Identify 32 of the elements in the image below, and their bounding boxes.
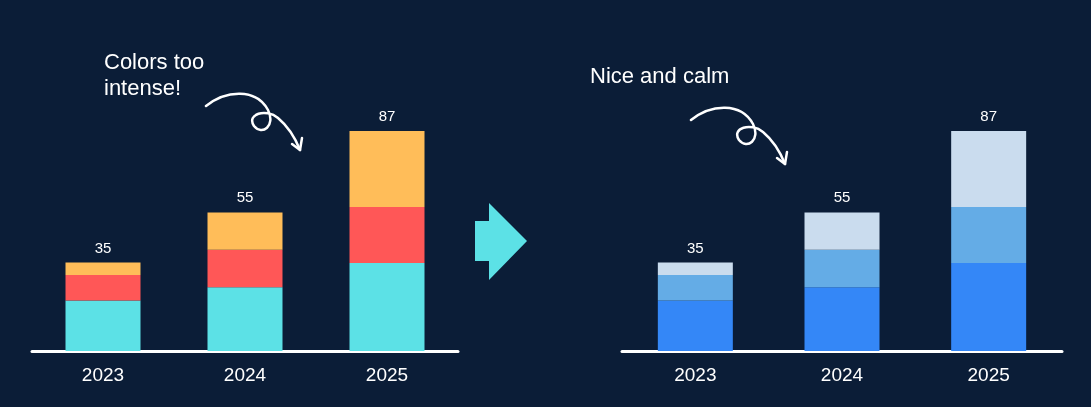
x-tick-label: 2025 <box>967 364 1010 385</box>
x-tick-label: 2024 <box>820 364 864 385</box>
bar <box>657 300 733 351</box>
bar <box>657 262 733 276</box>
bar <box>804 212 880 250</box>
annotation: 87 <box>378 107 396 124</box>
bar <box>804 287 880 351</box>
x-tick-label: 2023 <box>81 364 125 385</box>
text: Colors too intense! <box>104 48 211 100</box>
bar <box>65 262 141 276</box>
bar <box>65 300 141 351</box>
annotation: 35 <box>94 238 112 256</box>
x-tick-label: 2023 <box>674 364 717 385</box>
text: Nice and calm <box>590 62 730 88</box>
bar <box>657 275 733 301</box>
annotation: 55 <box>833 188 851 206</box>
x-tick-label: 2024 <box>223 364 267 385</box>
bar <box>65 275 141 301</box>
bar <box>349 206 425 263</box>
bar <box>207 212 283 250</box>
annotation: 35 <box>686 238 704 256</box>
x-tick-label: 2025 <box>365 364 409 385</box>
bar <box>349 263 425 351</box>
annotation: 87 <box>980 107 998 124</box>
annotation: 55 <box>236 188 254 206</box>
bar <box>804 249 880 288</box>
bar <box>349 131 425 207</box>
bar <box>951 131 1027 207</box>
bar <box>207 287 283 351</box>
bar <box>207 249 283 288</box>
bar <box>951 206 1027 263</box>
bar <box>951 263 1027 351</box>
